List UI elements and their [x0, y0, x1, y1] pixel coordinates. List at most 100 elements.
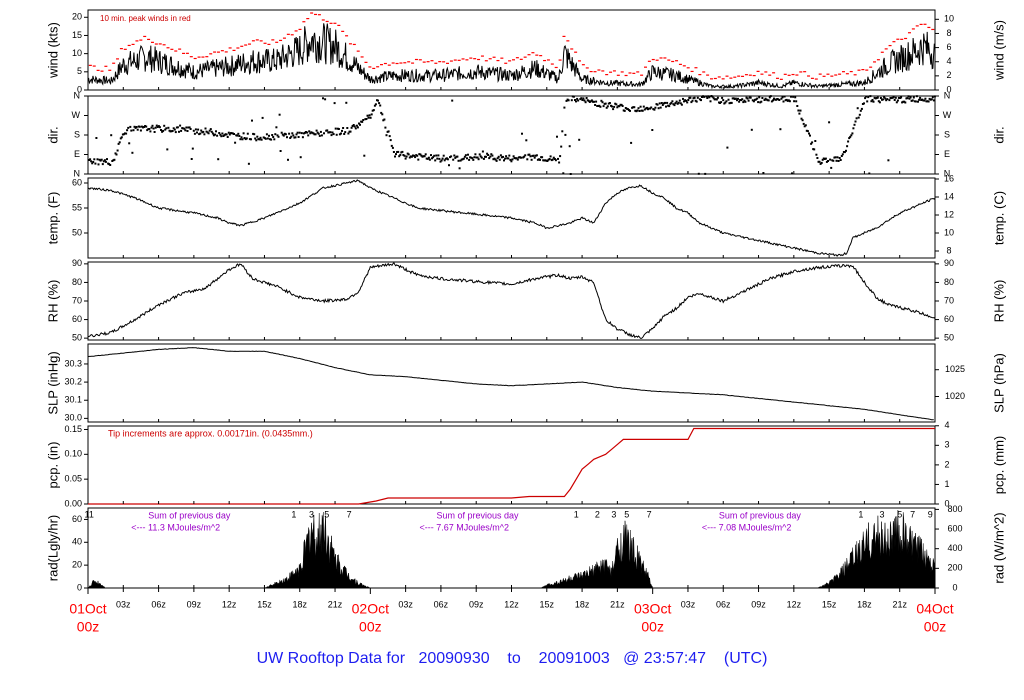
dir-point: [441, 157, 444, 160]
time-tick-label: 06z: [716, 599, 731, 609]
ytick-label-right: 50: [944, 333, 954, 343]
dir-point: [679, 102, 682, 105]
dir-point: [900, 96, 903, 99]
dir-point: [238, 135, 241, 137]
dir-point: [674, 102, 677, 105]
dir-point: [751, 99, 754, 102]
ylabel-left-temp: temp. (F): [45, 192, 60, 245]
dir-point: [193, 132, 196, 135]
dir-point: [695, 100, 698, 103]
dir-point: [479, 155, 482, 158]
dir-point: [850, 134, 853, 137]
dir-point: [525, 139, 528, 142]
dir-point: [574, 99, 576, 101]
ytick-label-left: 0.15: [64, 424, 82, 434]
rad-hour-mark: 7: [347, 509, 352, 519]
dir-point: [179, 124, 182, 127]
ylabel-right-temp: temp. (C): [991, 191, 1006, 245]
dir-point: [847, 140, 850, 143]
dir-point: [857, 116, 860, 119]
dir-point: [209, 128, 212, 131]
dir-point: [266, 137, 269, 140]
dir-point: [779, 128, 782, 131]
dir-point: [417, 158, 420, 161]
time-tick-label: 03z: [398, 599, 413, 609]
dir-point: [825, 160, 828, 163]
ytick-label-right: 0: [952, 582, 957, 592]
dir-point: [191, 147, 194, 150]
dir-point: [436, 157, 439, 160]
dir-point: [872, 100, 875, 103]
dir-point: [205, 130, 208, 133]
dir-tick-label-right: N: [944, 168, 951, 178]
dir-point: [212, 134, 215, 137]
dir-point: [806, 130, 809, 133]
dir-point: [892, 96, 895, 99]
dir-point: [142, 126, 144, 129]
dir-point: [416, 154, 419, 157]
dir-point: [497, 155, 500, 158]
dir-point: [780, 97, 783, 100]
dir-point: [785, 98, 788, 101]
dir-point: [837, 160, 840, 162]
dir-point: [343, 133, 346, 135]
dir-point: [171, 130, 174, 132]
dir-point: [180, 129, 183, 132]
ytick-label-right: 2: [946, 70, 951, 80]
dir-point: [572, 95, 575, 98]
dir-point: [253, 133, 256, 136]
ytick-label-left: 30.3: [64, 358, 82, 368]
dir-point: [611, 105, 613, 108]
dir-point: [834, 156, 837, 159]
dir-point: [461, 158, 464, 161]
dir-point: [401, 150, 404, 153]
dir-point: [731, 97, 734, 100]
dir-point: [638, 110, 641, 112]
dir-point: [656, 103, 659, 106]
dir-point: [383, 118, 386, 121]
dir-point: [782, 100, 785, 103]
dir-point: [164, 128, 167, 131]
dir-point: [372, 109, 375, 112]
dir-point: [728, 102, 731, 105]
dir-point: [379, 104, 382, 107]
dir-point: [291, 132, 294, 135]
dir-point: [217, 158, 220, 161]
dir-point: [463, 155, 466, 158]
dir-tick-label-left: N: [74, 90, 81, 100]
dir-point: [298, 131, 301, 134]
dir-point: [324, 98, 327, 101]
dir-point: [302, 132, 305, 135]
dir-point: [187, 126, 190, 129]
dir-point: [456, 155, 459, 158]
dir-point: [351, 125, 354, 127]
dir-point: [879, 97, 882, 99]
dir-point: [562, 172, 565, 175]
dir-point: [237, 132, 240, 135]
ytick-label-left: 30.2: [64, 376, 82, 386]
rad-day-sum-title: Sum of previous day: [148, 510, 231, 520]
dir-point: [608, 102, 611, 104]
dir-point: [160, 129, 162, 131]
dir-point: [665, 105, 667, 108]
day-label-hour: 00z: [641, 619, 664, 635]
dir-point: [185, 126, 188, 129]
dir-point: [403, 154, 406, 157]
dir-point: [288, 132, 291, 135]
dir-point: [901, 101, 904, 104]
dir-point: [125, 132, 128, 135]
dir-point: [396, 151, 399, 153]
dir-tick-label-right: W: [943, 110, 952, 120]
dir-point: [759, 101, 762, 104]
dir-point: [651, 129, 654, 131]
dir-point: [259, 136, 262, 139]
dir-point: [373, 104, 376, 107]
dir-point: [582, 97, 585, 100]
dir-point: [746, 97, 749, 100]
dir-point: [478, 153, 481, 156]
dir-point: [504, 157, 507, 160]
dir-point: [414, 156, 417, 159]
dir-point: [505, 155, 508, 158]
dir-point: [94, 162, 97, 165]
dir-point: [564, 133, 567, 136]
